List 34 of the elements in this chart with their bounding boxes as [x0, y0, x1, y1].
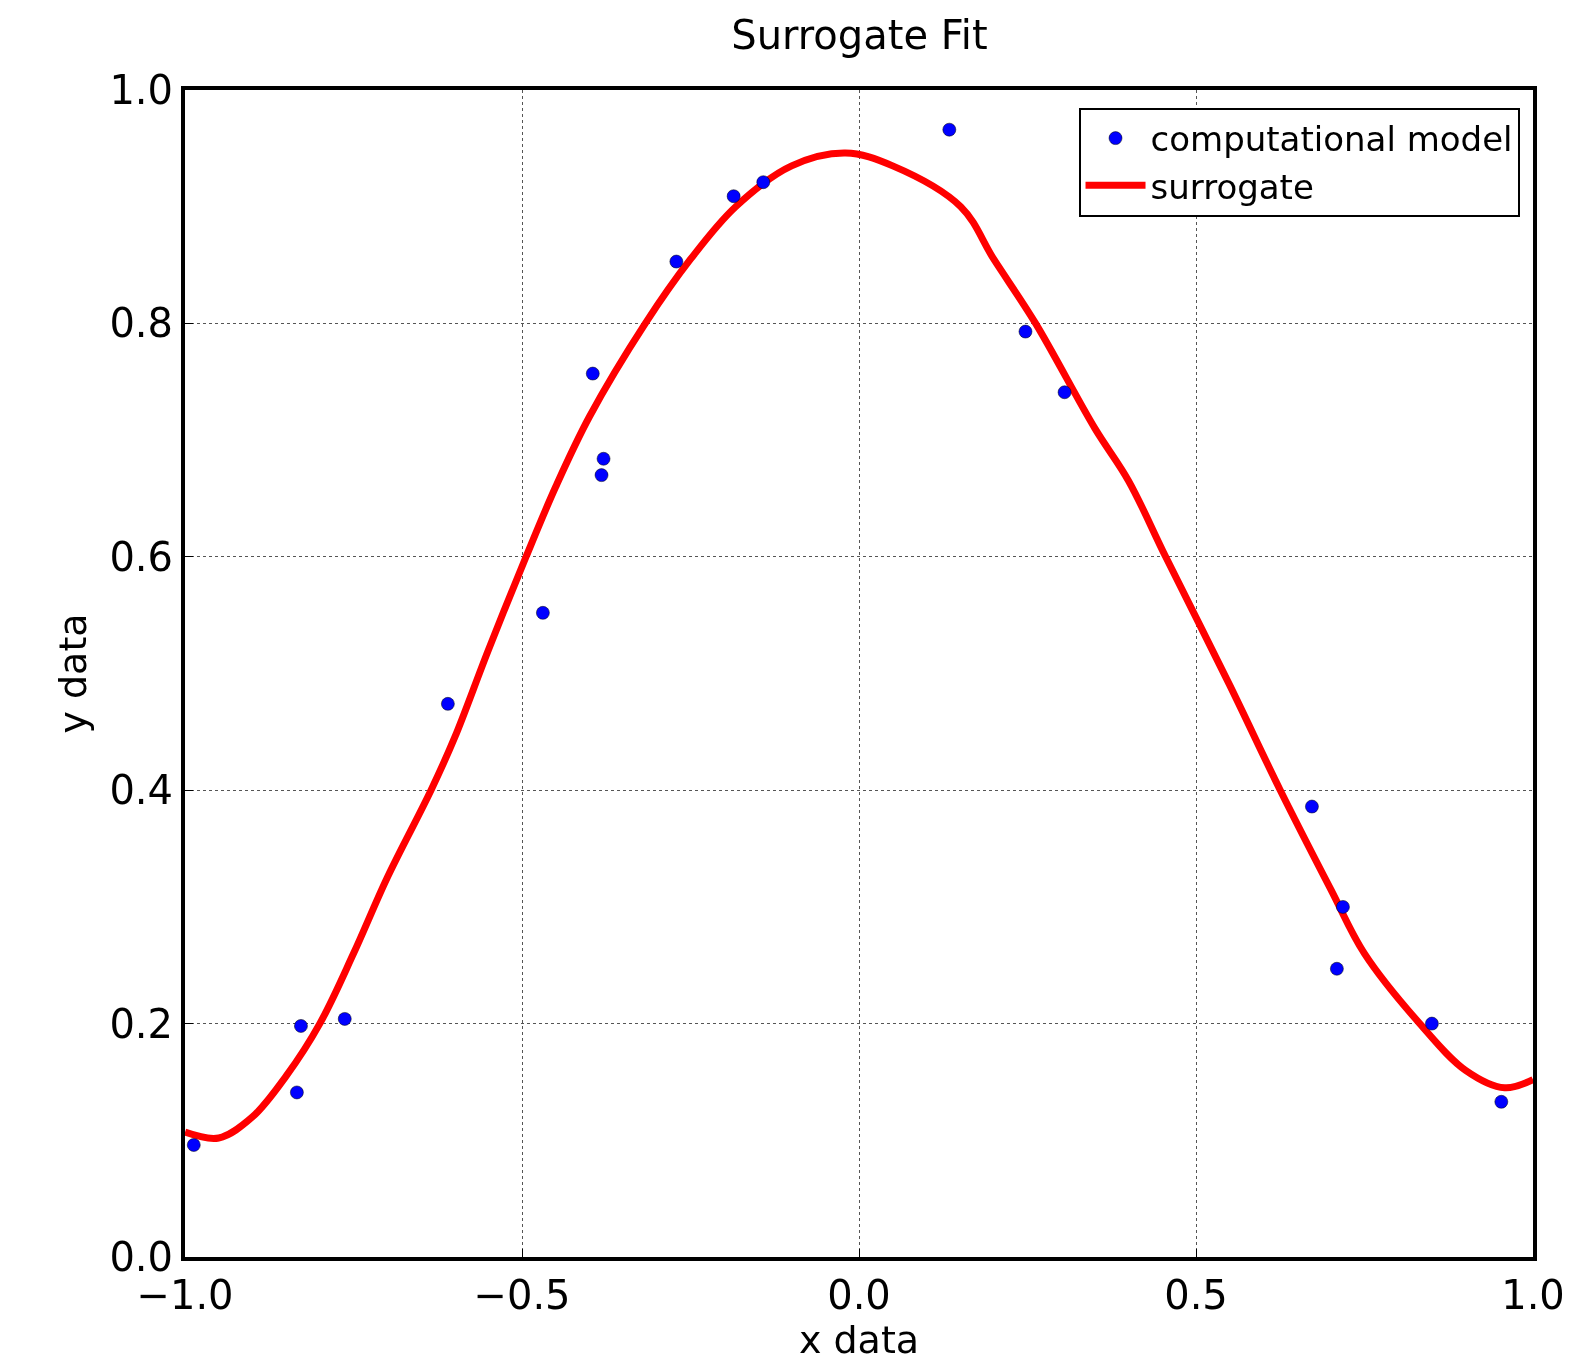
point: [594, 468, 609, 482]
point: [1494, 1095, 1509, 1109]
chart-title: Surrogate Fit: [731, 11, 988, 58]
point: [294, 1019, 308, 1033]
point: [596, 452, 611, 466]
point: [1305, 799, 1319, 814]
x-tick-label: 0.0: [827, 1272, 891, 1318]
y-tick-label: 0.8: [109, 300, 173, 347]
point: [536, 606, 550, 620]
point: [1336, 900, 1350, 914]
point: [669, 254, 684, 269]
point: [1425, 1016, 1439, 1031]
x-tick-label: 0.5: [1164, 1272, 1228, 1318]
point: [586, 366, 600, 381]
point: [1057, 385, 1072, 399]
y-tick-label: 0.4: [109, 767, 173, 814]
point: [726, 189, 741, 203]
point: [441, 697, 455, 711]
point: [1018, 324, 1033, 339]
y-axis-title: y data: [51, 613, 96, 734]
y-tick-label: 0.2: [109, 1000, 173, 1047]
legend-label: computational model: [1150, 119, 1513, 160]
y-tick-label: 1.0: [109, 67, 173, 113]
point: [290, 1085, 304, 1100]
x-tick-label: −0.5: [473, 1272, 571, 1318]
y-tick-label: 0.6: [109, 533, 173, 580]
point: [1330, 962, 1344, 976]
x-tick-label: 1.0: [1501, 1272, 1565, 1318]
point: [338, 1012, 352, 1026]
x-axis-title: x data: [798, 1318, 920, 1362]
legend-label: surrogate: [1150, 166, 1314, 207]
point: [187, 1138, 201, 1152]
point: [942, 122, 957, 137]
point: [756, 175, 771, 189]
